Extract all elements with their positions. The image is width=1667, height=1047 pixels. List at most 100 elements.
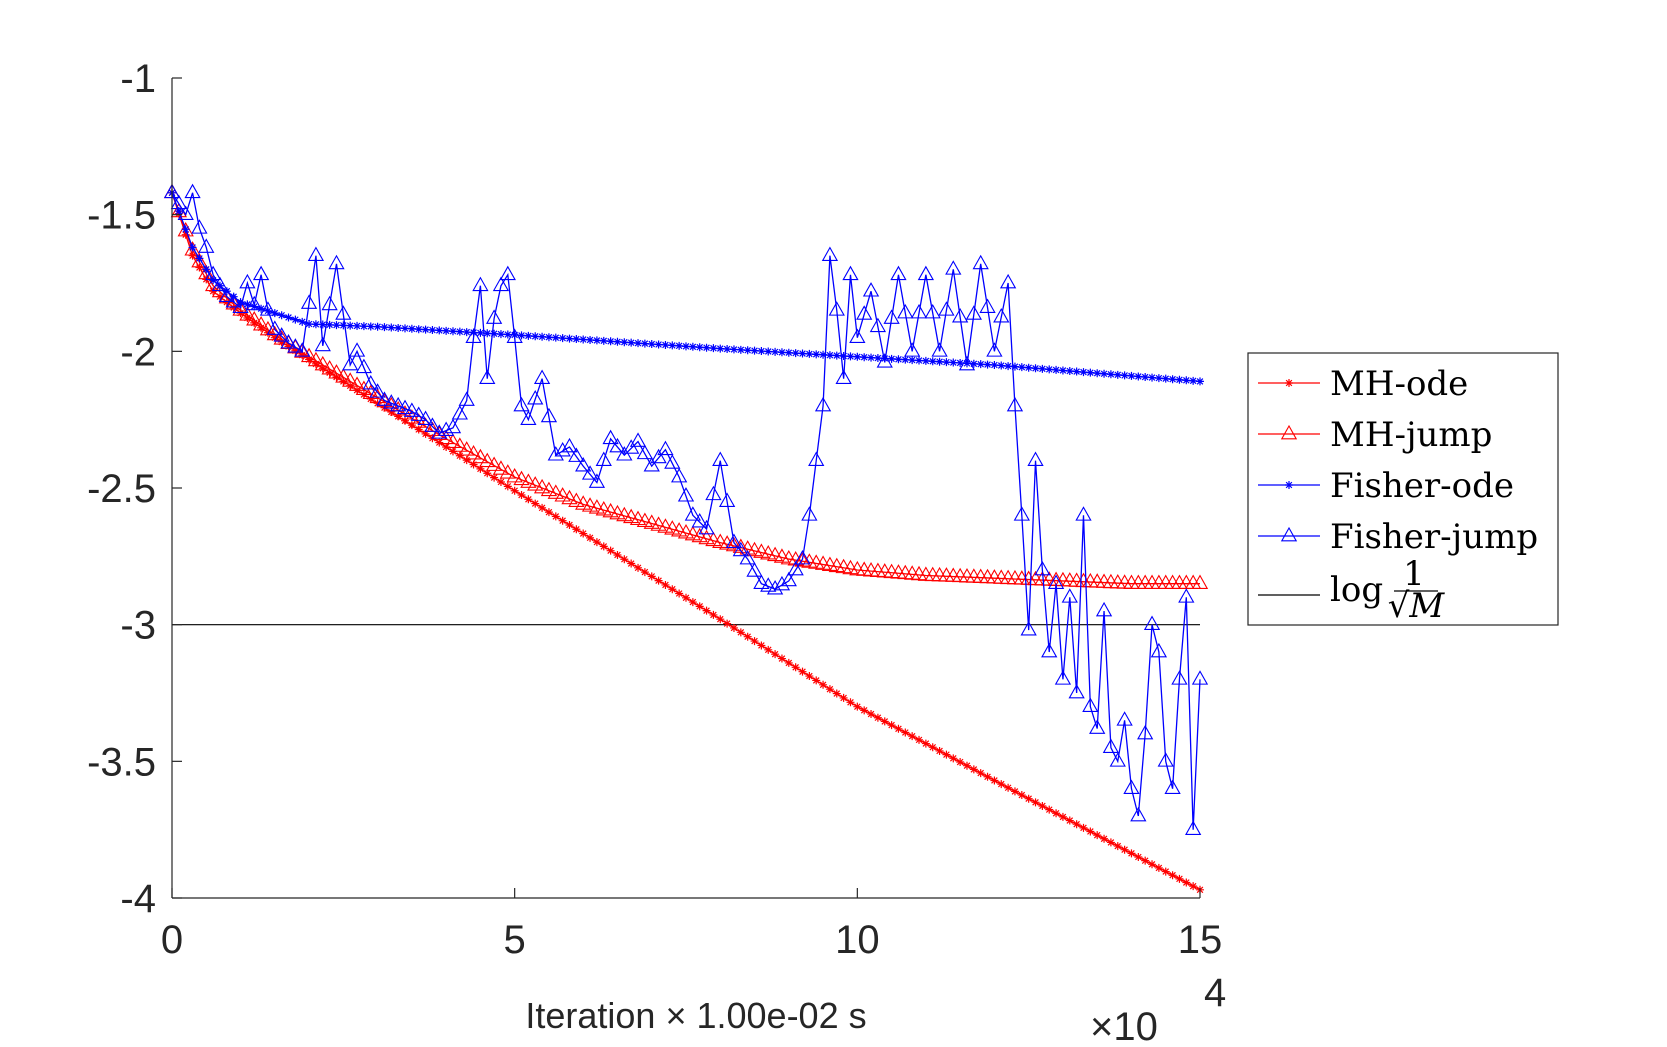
data-point xyxy=(910,303,928,319)
data-point xyxy=(554,441,571,457)
data-point xyxy=(990,361,999,369)
data-point xyxy=(647,572,656,581)
data-point xyxy=(1113,370,1122,379)
data-point xyxy=(764,645,773,654)
data-point xyxy=(280,334,297,349)
data-point xyxy=(647,340,656,349)
data-point xyxy=(1072,820,1081,829)
data-point xyxy=(640,339,649,348)
data-point xyxy=(805,672,814,681)
data-point xyxy=(513,470,530,486)
data-point xyxy=(1134,372,1143,381)
data-point xyxy=(246,311,263,326)
data-point xyxy=(485,309,503,324)
x-exponent-power: 4 xyxy=(1204,971,1226,1015)
data-point xyxy=(243,313,252,322)
data-point xyxy=(266,320,283,335)
data-point xyxy=(458,391,475,406)
legend-entry: Fisher-jump xyxy=(1258,517,1538,557)
data-point xyxy=(174,207,183,216)
data-point xyxy=(298,317,307,326)
data-point xyxy=(1164,779,1181,795)
data-point xyxy=(561,437,578,453)
data-point xyxy=(499,265,516,281)
data-point xyxy=(321,359,338,375)
data-point xyxy=(602,429,619,445)
data-point xyxy=(348,376,366,391)
data-point xyxy=(869,317,887,333)
data-point xyxy=(1189,376,1198,385)
x-tick-label: 15 xyxy=(1178,918,1223,962)
data-point xyxy=(739,549,756,565)
data-point xyxy=(565,520,574,529)
legend-frac-numerator: 1 xyxy=(1403,554,1425,594)
data-point xyxy=(688,342,697,351)
data-point xyxy=(702,343,711,352)
legend-label: MH-jump xyxy=(1330,415,1492,455)
data-point xyxy=(956,758,965,767)
data-point xyxy=(1102,738,1120,754)
data-point xyxy=(435,326,444,335)
data-point xyxy=(387,408,396,417)
data-point xyxy=(407,421,416,430)
data-point xyxy=(1045,365,1054,374)
data-point xyxy=(1047,574,1065,590)
data-point xyxy=(873,354,882,363)
data-point xyxy=(328,254,345,270)
data-point xyxy=(209,287,218,296)
data-point xyxy=(777,348,786,357)
data-point xyxy=(1196,377,1204,386)
data-point xyxy=(499,464,516,479)
legend-entry: MH-ode xyxy=(1258,364,1468,404)
data-point xyxy=(629,510,647,526)
data-point xyxy=(640,568,649,577)
data-point xyxy=(1052,365,1061,374)
data-point xyxy=(1010,362,1019,371)
data-point xyxy=(246,295,263,311)
data-point xyxy=(842,265,859,281)
data-point xyxy=(1137,724,1154,740)
data-point xyxy=(931,342,948,357)
legend-marker xyxy=(1280,526,1298,542)
data-point xyxy=(718,492,736,508)
y-tick-label: -2.5 xyxy=(87,467,156,511)
data-point xyxy=(1068,683,1085,699)
data-point xyxy=(839,351,848,360)
data-point xyxy=(723,345,732,354)
data-point xyxy=(362,375,379,390)
data-point xyxy=(335,305,352,320)
data-point xyxy=(599,542,608,551)
data-point xyxy=(547,484,564,499)
data-point xyxy=(1161,867,1170,876)
data-point xyxy=(1100,834,1109,843)
data-point xyxy=(431,425,448,441)
data-point xyxy=(928,743,937,752)
data-point xyxy=(791,349,800,358)
data-point xyxy=(531,332,540,341)
data-point xyxy=(716,344,725,353)
y-tick-label: -3 xyxy=(120,604,156,648)
data-point xyxy=(328,364,345,379)
data-point xyxy=(575,457,592,472)
data-point xyxy=(1017,363,1026,372)
data-point xyxy=(259,301,277,316)
data-point xyxy=(1185,820,1202,836)
data-point xyxy=(856,305,873,320)
data-point xyxy=(935,357,944,366)
x-tick-label: 5 xyxy=(504,918,526,962)
data-point xyxy=(373,322,382,331)
data-point xyxy=(544,333,553,342)
data-point xyxy=(732,541,749,557)
data-point xyxy=(636,512,654,527)
data-point xyxy=(613,337,622,346)
data-point xyxy=(702,606,711,615)
data-point xyxy=(695,602,704,611)
data-point xyxy=(846,352,855,361)
data-point xyxy=(808,451,825,467)
data-point xyxy=(431,424,448,439)
data-point xyxy=(469,328,478,337)
data-point xyxy=(1031,798,1040,807)
data-point xyxy=(1024,363,1033,372)
data-point xyxy=(616,506,633,522)
data-point xyxy=(417,410,434,426)
